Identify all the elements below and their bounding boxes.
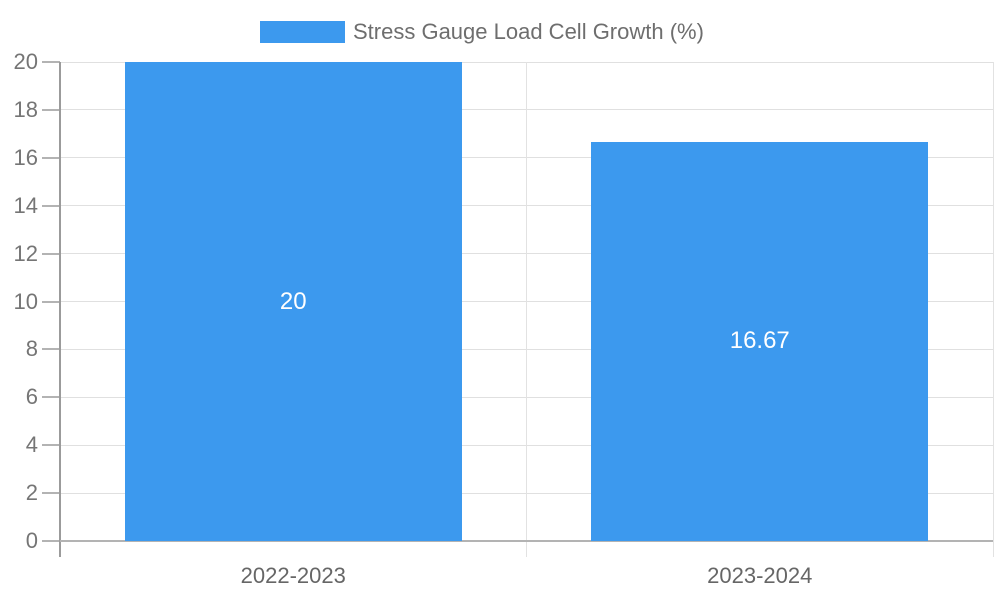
y-axis-tick-label: 16 <box>13 144 38 170</box>
y-axis-tick <box>42 61 60 63</box>
bar-value-label: 20 <box>279 287 307 315</box>
y-axis-tick-label: 0 <box>25 528 38 553</box>
y-axis-tick <box>42 204 60 207</box>
y-axis-tick <box>42 300 60 303</box>
y-axis-tick <box>42 108 60 111</box>
y-axis-tick <box>42 252 60 255</box>
x-axis-category-label: 2023-2024 <box>707 563 813 588</box>
legend-label: Stress Gauge Load Cell Growth (%) <box>353 18 704 44</box>
y-axis-tick-label: 12 <box>13 240 38 266</box>
y-axis-tick-label: 6 <box>25 384 38 410</box>
y-axis-tick <box>42 492 60 495</box>
bar[interactable]: 16.67 <box>591 141 929 541</box>
y-axis-tick-label: 2 <box>25 480 38 506</box>
y-axis-tick <box>42 156 60 159</box>
y-axis-tick-label: 14 <box>13 192 38 218</box>
bar-value-label: 16.67 <box>729 327 790 355</box>
gridline-vertical <box>526 62 527 557</box>
gridline-vertical <box>992 62 994 557</box>
y-axis-tick-label: 4 <box>25 432 38 458</box>
bar[interactable]: 20 <box>124 62 462 541</box>
x-axis-line <box>60 540 993 542</box>
y-axis-tick <box>42 444 60 447</box>
y-axis-line <box>59 62 61 557</box>
y-axis-tick-label: 20 <box>13 49 38 74</box>
legend-swatch <box>260 20 345 43</box>
y-axis-tick <box>42 540 60 542</box>
x-axis-category-label: 2022-2023 <box>240 563 346 588</box>
y-axis-tick <box>42 348 60 351</box>
y-axis-tick-label: 8 <box>25 336 38 362</box>
y-axis-tick <box>42 396 60 399</box>
y-axis-tick-label: 18 <box>13 96 38 122</box>
y-axis-tick-label: 10 <box>13 288 38 314</box>
legend-item[interactable]: Stress Gauge Load Cell Growth (%) <box>260 18 704 44</box>
